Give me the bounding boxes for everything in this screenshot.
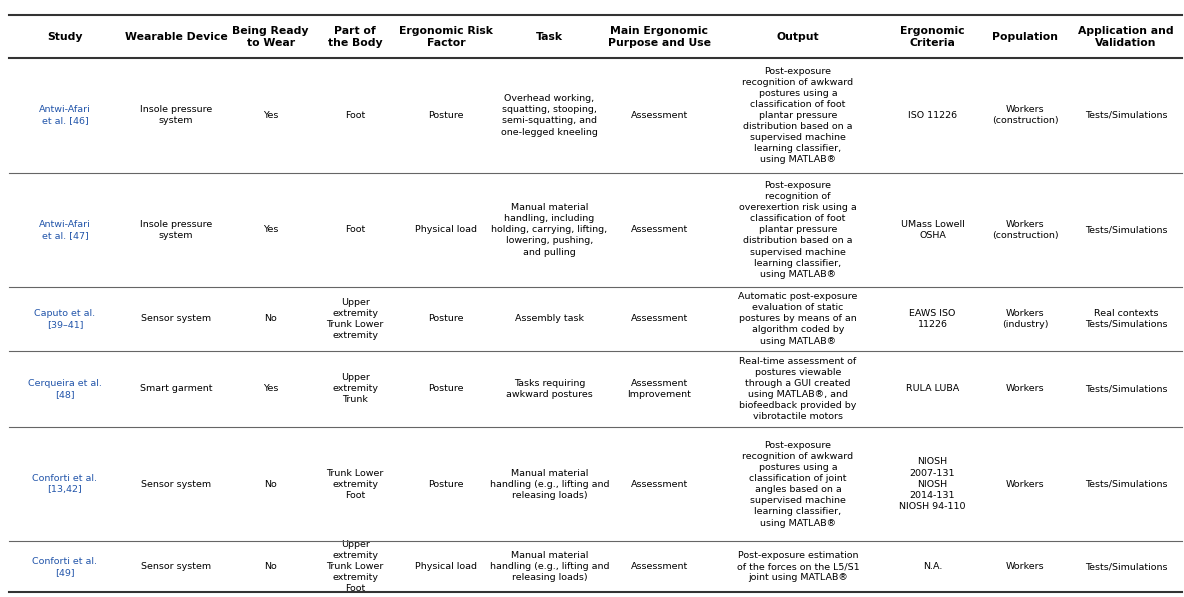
- FancyBboxPatch shape: [9, 15, 1182, 59]
- Text: Real contexts
Tests/Simulations: Real contexts Tests/Simulations: [1085, 309, 1167, 329]
- FancyBboxPatch shape: [9, 427, 1182, 541]
- Text: Workers
(industry): Workers (industry): [1002, 309, 1048, 329]
- Text: Insole pressure
system: Insole pressure system: [140, 106, 212, 125]
- Text: Foot: Foot: [345, 111, 366, 120]
- Text: Manual material
handling, including
holding, carrying, lifting,
lowering, pushin: Manual material handling, including hold…: [491, 203, 607, 257]
- Text: Foot: Foot: [345, 225, 366, 235]
- Text: Posture: Posture: [429, 111, 464, 120]
- Text: Real-time assessment of
postures viewable
through a GUI created
using MATLAB®, a: Real-time assessment of postures viewabl…: [739, 356, 857, 421]
- Text: Population: Population: [992, 32, 1058, 42]
- Text: Main Ergonomic
Purpose and Use: Main Ergonomic Purpose and Use: [607, 26, 710, 48]
- Text: Sensor system: Sensor system: [141, 562, 211, 571]
- Text: Ergonomic Risk
Factor: Ergonomic Risk Factor: [399, 26, 493, 48]
- Text: Upper
extremity
Trunk Lower
extremity
Foot: Upper extremity Trunk Lower extremity Fo…: [327, 540, 384, 593]
- Text: Assembly task: Assembly task: [515, 315, 584, 324]
- Text: Workers
(construction): Workers (construction): [992, 106, 1058, 125]
- Text: Part of
the Body: Part of the Body: [328, 26, 382, 48]
- Text: Assessment: Assessment: [631, 225, 688, 235]
- Text: Output: Output: [777, 32, 819, 42]
- FancyBboxPatch shape: [9, 287, 1182, 350]
- FancyBboxPatch shape: [9, 541, 1182, 592]
- Text: Posture: Posture: [429, 315, 464, 324]
- Text: Tests/Simulations: Tests/Simulations: [1085, 384, 1167, 393]
- Text: EAWS ISO
11226: EAWS ISO 11226: [909, 309, 955, 329]
- Text: No: No: [264, 479, 277, 489]
- Text: Post-exposure
recognition of
overexertion risk using a
classification of foot
pl: Post-exposure recognition of overexertio…: [739, 181, 857, 279]
- Text: Yes: Yes: [263, 225, 278, 235]
- Text: Study: Study: [47, 32, 83, 42]
- Text: Tasks requiring
awkward postures: Tasks requiring awkward postures: [506, 378, 593, 399]
- Text: Tests/Simulations: Tests/Simulations: [1085, 111, 1167, 120]
- Text: Sensor system: Sensor system: [141, 479, 211, 489]
- Text: Manual material
handling (e.g., lifting and
releasing loads): Manual material handling (e.g., lifting …: [490, 551, 610, 583]
- Text: Assessment
Improvement: Assessment Improvement: [628, 378, 691, 399]
- Text: Assessment: Assessment: [631, 111, 688, 120]
- Text: ISO 11226: ISO 11226: [908, 111, 957, 120]
- Text: Yes: Yes: [263, 384, 278, 393]
- FancyBboxPatch shape: [9, 173, 1182, 287]
- Text: Posture: Posture: [429, 384, 464, 393]
- Text: Workers: Workers: [1006, 562, 1044, 571]
- Text: Post-exposure
recognition of awkward
postures using a
classification of foot
pla: Post-exposure recognition of awkward pos…: [742, 66, 854, 164]
- Text: Being Ready
to Wear: Being Ready to Wear: [232, 26, 309, 48]
- Text: Wearable Device: Wearable Device: [124, 32, 227, 42]
- Text: Workers
(construction): Workers (construction): [992, 220, 1058, 240]
- Text: No: No: [264, 315, 277, 324]
- Text: Tests/Simulations: Tests/Simulations: [1085, 562, 1167, 571]
- Text: Upper
extremity
Trunk Lower
extremity: Upper extremity Trunk Lower extremity: [327, 298, 384, 340]
- Text: UMass Lowell
OSHA: UMass Lowell OSHA: [901, 220, 964, 240]
- Text: Conforti et al.
[13,42]: Conforti et al. [13,42]: [32, 474, 97, 494]
- Text: Overhead working,
squatting, stooping,
semi-squatting, and
one-legged kneeling: Overhead working, squatting, stooping, s…: [501, 94, 598, 137]
- FancyBboxPatch shape: [9, 350, 1182, 427]
- Text: Insole pressure
system: Insole pressure system: [140, 220, 212, 240]
- Text: Tests/Simulations: Tests/Simulations: [1085, 479, 1167, 489]
- Text: Antwi-Afari
et al. [47]: Antwi-Afari et al. [47]: [39, 220, 91, 240]
- FancyBboxPatch shape: [9, 59, 1182, 173]
- Text: Smart garment: Smart garment: [140, 384, 212, 393]
- Text: Assessment: Assessment: [631, 562, 688, 571]
- Text: RULA LUBA: RULA LUBA: [906, 384, 959, 393]
- Text: No: No: [264, 562, 277, 571]
- Text: Tests/Simulations: Tests/Simulations: [1085, 225, 1167, 235]
- Text: Trunk Lower
extremity
Foot: Trunk Lower extremity Foot: [327, 469, 384, 500]
- Text: Upper
extremity
Trunk: Upper extremity Trunk: [333, 373, 378, 404]
- Text: Caputo et al.
[39–41]: Caputo et al. [39–41]: [34, 309, 96, 329]
- Text: Automatic post-exposure
evaluation of static
postures by means of an
algorithm c: Automatic post-exposure evaluation of st…: [739, 292, 857, 346]
- Text: Post-exposure estimation
of the forces on the L5/S1
joint using MATLAB®: Post-exposure estimation of the forces o…: [736, 551, 860, 583]
- Text: Conforti et al.
[49]: Conforti et al. [49]: [32, 557, 97, 577]
- Text: N.A.: N.A.: [922, 562, 942, 571]
- Text: Yes: Yes: [263, 111, 278, 120]
- Text: Antwi-Afari
et al. [46]: Antwi-Afari et al. [46]: [39, 106, 91, 125]
- Text: Manual material
handling (e.g., lifting and
releasing loads): Manual material handling (e.g., lifting …: [490, 469, 610, 500]
- Text: Application and
Validation: Application and Validation: [1079, 26, 1173, 48]
- Text: Cerqueira et al.
[48]: Cerqueira et al. [48]: [28, 378, 102, 399]
- Text: Assessment: Assessment: [631, 479, 688, 489]
- Text: Physical load: Physical load: [416, 225, 477, 235]
- Text: Ergonomic
Criteria: Ergonomic Criteria: [900, 26, 965, 48]
- Text: Assessment: Assessment: [631, 315, 688, 324]
- Text: Workers: Workers: [1006, 479, 1044, 489]
- Text: Sensor system: Sensor system: [141, 315, 211, 324]
- Text: Posture: Posture: [429, 479, 464, 489]
- Text: Post-exposure
recognition of awkward
postures using a
classification of joint
an: Post-exposure recognition of awkward pos…: [742, 441, 854, 528]
- Text: Physical load: Physical load: [416, 562, 477, 571]
- Text: Task: Task: [536, 32, 564, 42]
- Text: NIOSH
2007-131
NIOSH
2014-131
NIOSH 94-110: NIOSH 2007-131 NIOSH 2014-131 NIOSH 94-1…: [899, 457, 966, 511]
- Text: Workers: Workers: [1006, 384, 1044, 393]
